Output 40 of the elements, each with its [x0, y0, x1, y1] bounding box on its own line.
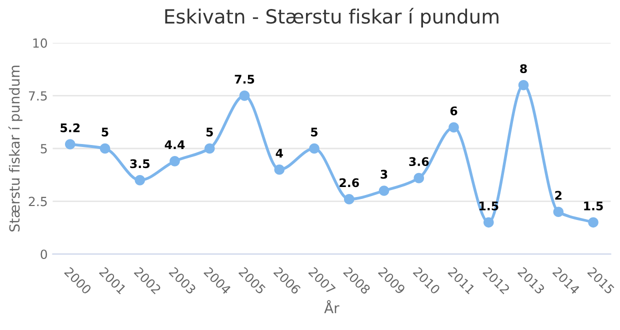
data-label: 6	[450, 106, 458, 116]
point	[100, 143, 110, 154]
point	[309, 143, 320, 154]
point	[483, 217, 494, 228]
y-tick-label: 5	[40, 144, 47, 154]
data-label: 2.6	[340, 178, 359, 188]
data-label: 3	[380, 170, 388, 179]
x-axis-title: År	[324, 300, 340, 314]
point	[204, 143, 215, 154]
point	[274, 164, 285, 175]
y-axis-title: Stærstu fiskar í pundum	[8, 66, 22, 232]
point	[134, 175, 146, 186]
data-label: 5	[102, 128, 108, 136]
point	[448, 122, 459, 133]
data-label: 4	[276, 148, 283, 158]
data-label: 3.5	[130, 159, 150, 168]
data-label: 8	[520, 64, 527, 74]
data-label: 1.5	[584, 202, 603, 210]
point	[518, 80, 529, 90]
y-tick-label: 7.5	[28, 91, 47, 101]
point	[239, 90, 250, 101]
point	[414, 172, 424, 184]
point	[170, 156, 180, 166]
y-tick-label: 10	[33, 38, 48, 48]
data-label: 5	[206, 128, 213, 136]
data-label: 3.6	[409, 157, 429, 166]
data-label: 5.2	[60, 123, 80, 132]
point	[378, 186, 390, 196]
data-label: 4.4	[164, 140, 185, 149]
point	[344, 194, 354, 204]
y-tick-label: 0	[40, 250, 48, 260]
data-label: 2	[555, 190, 562, 200]
data-label: 5	[311, 128, 318, 136]
point	[588, 217, 598, 228]
chart-title: Eskivatn - Stærstu fiskar í pundum	[165, 8, 498, 28]
point	[64, 139, 76, 150]
data-label: 7.5	[234, 74, 254, 84]
data-label: 1.5	[480, 202, 498, 210]
point	[553, 206, 564, 218]
y-tick-label: 2.5	[28, 196, 47, 206]
